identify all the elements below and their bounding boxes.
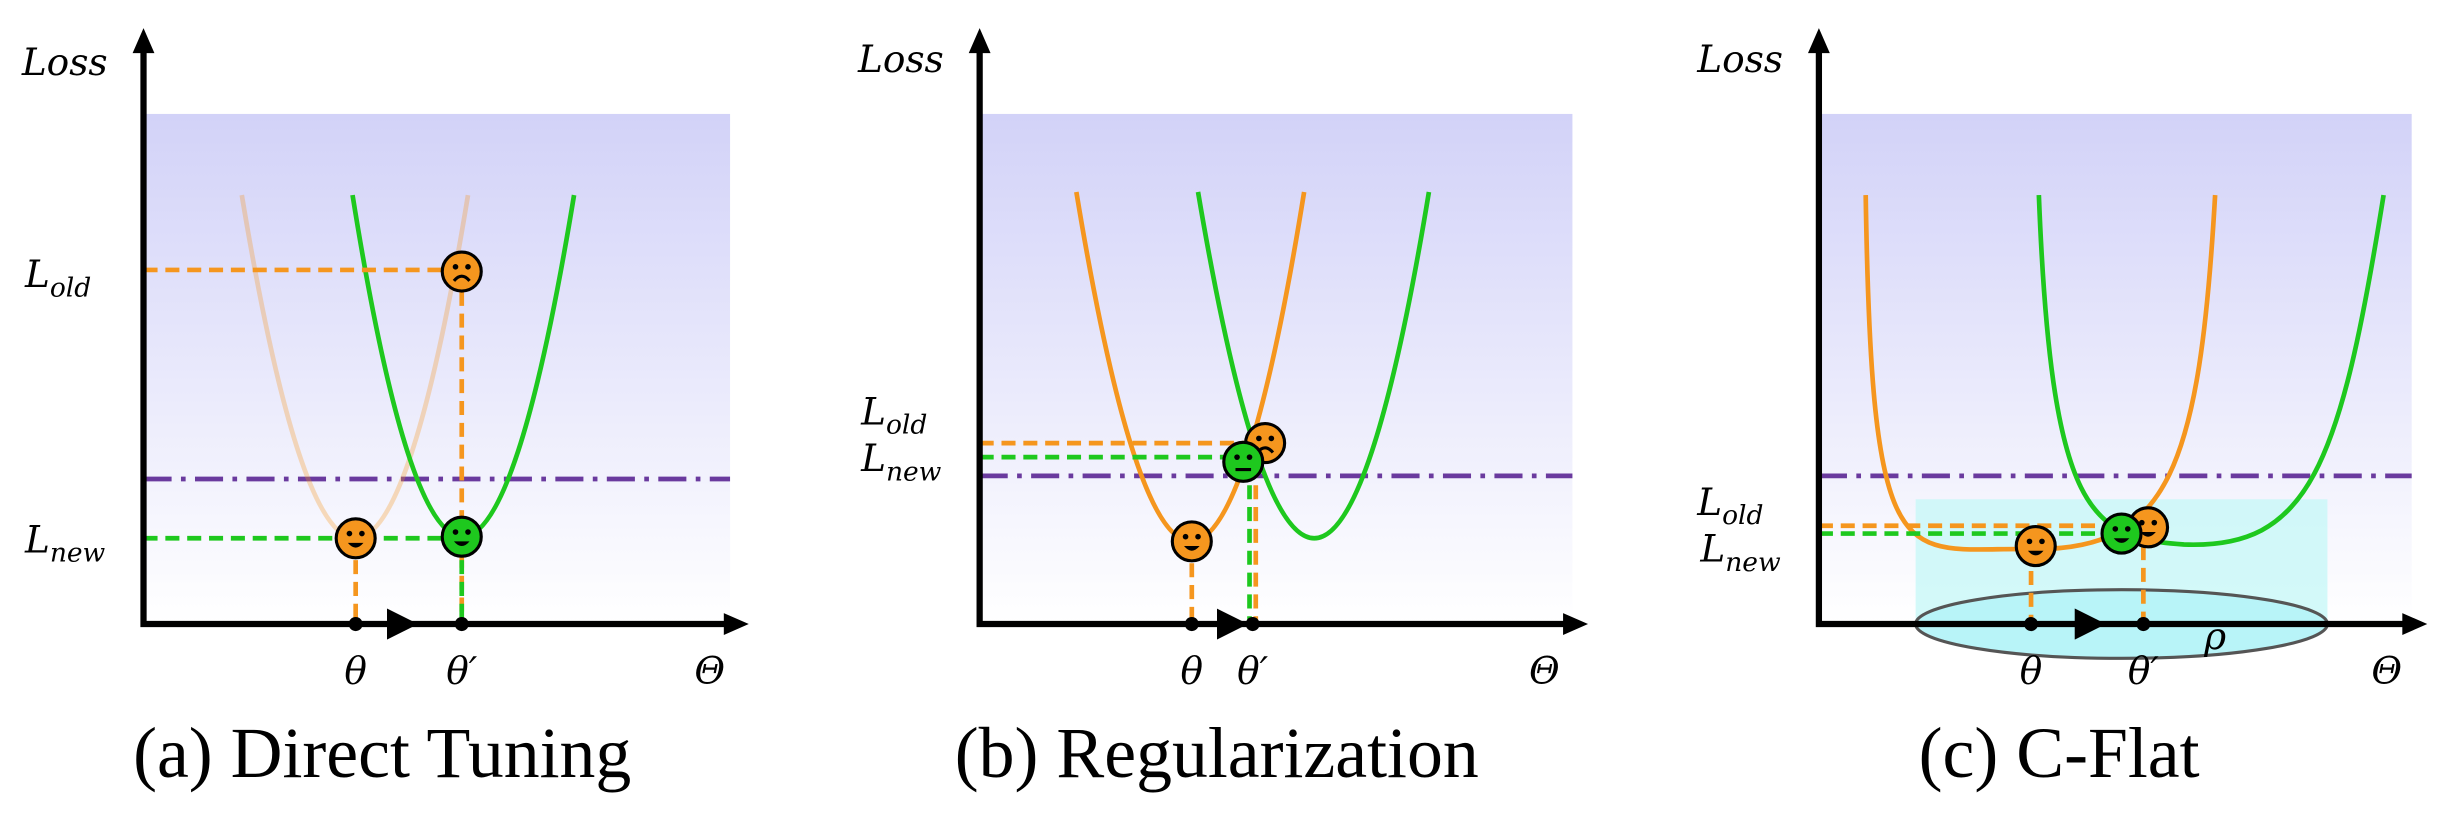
loss-label: Lnew: [1699, 527, 1781, 578]
dot: [348, 617, 363, 632]
x-label: θ: [1181, 648, 1204, 692]
label-base: L: [860, 436, 886, 480]
face: [334, 517, 377, 560]
x-label: Θ: [2371, 648, 2402, 692]
label-base: L: [1699, 527, 1725, 571]
face: [2014, 524, 2057, 568]
y-axis-label: Loss: [21, 40, 108, 84]
caption: (a) Direct Tuning: [133, 713, 631, 793]
label-sub: old: [886, 410, 927, 441]
label-sub: old: [50, 272, 91, 303]
label-sub: old: [1722, 500, 1763, 531]
face: [2100, 512, 2143, 555]
face: [440, 515, 483, 558]
label-sub: new: [1725, 547, 1781, 578]
dot: [2024, 617, 2039, 632]
x-label: Θ: [694, 648, 725, 692]
face: [1170, 520, 1213, 563]
new-loss-curve: [2036, 194, 2386, 547]
loss-label: Lnew: [860, 436, 942, 487]
label-sub: new: [886, 457, 942, 488]
loss-label: Lold: [860, 389, 927, 440]
x-label: θ: [2020, 648, 2043, 692]
y-axis-label: Loss: [1696, 37, 1783, 81]
label-base: L: [24, 517, 50, 561]
panel-b: Loss Lold Lnew θ θ′ Θ (b) Regularization: [857, 28, 1589, 793]
x-label: θ′: [2128, 648, 2160, 692]
label-base: L: [860, 389, 886, 433]
face: [1222, 440, 1265, 483]
radius-label: ρ: [2203, 614, 2226, 658]
panel-a: Loss Lold Lnew θ θ′ Θ (a) Direct Tuning: [21, 28, 749, 793]
dot: [1245, 617, 1260, 632]
label-sub: new: [50, 538, 106, 569]
panel-c: Loss Lold Lnew ρ θ θ′ Θ (c) C-Flat: [1696, 28, 2428, 793]
axes: [1815, 49, 2406, 628]
x-label: Θ: [1529, 648, 1560, 692]
loss-label: Lold: [24, 252, 91, 303]
caption: (b) Regularization: [955, 713, 1479, 793]
label-base: L: [24, 252, 50, 296]
dot: [454, 617, 469, 632]
dot: [1184, 617, 1199, 632]
x-label: θ′: [446, 648, 478, 692]
new-loss-curve: [1195, 191, 1432, 541]
x-label: θ′: [1237, 648, 1269, 692]
dot: [2136, 617, 2151, 632]
face: [440, 250, 483, 293]
background: [979, 113, 1573, 625]
axes: [140, 49, 727, 628]
loss-label: Lold: [1696, 480, 1763, 531]
y-axis-label: Loss: [857, 37, 944, 81]
loss-label: Lnew: [24, 517, 106, 568]
caption: (c) C-Flat: [1919, 713, 2200, 793]
label-base: L: [1696, 480, 1722, 524]
x-label: θ: [344, 648, 367, 692]
axes: [976, 49, 1567, 628]
